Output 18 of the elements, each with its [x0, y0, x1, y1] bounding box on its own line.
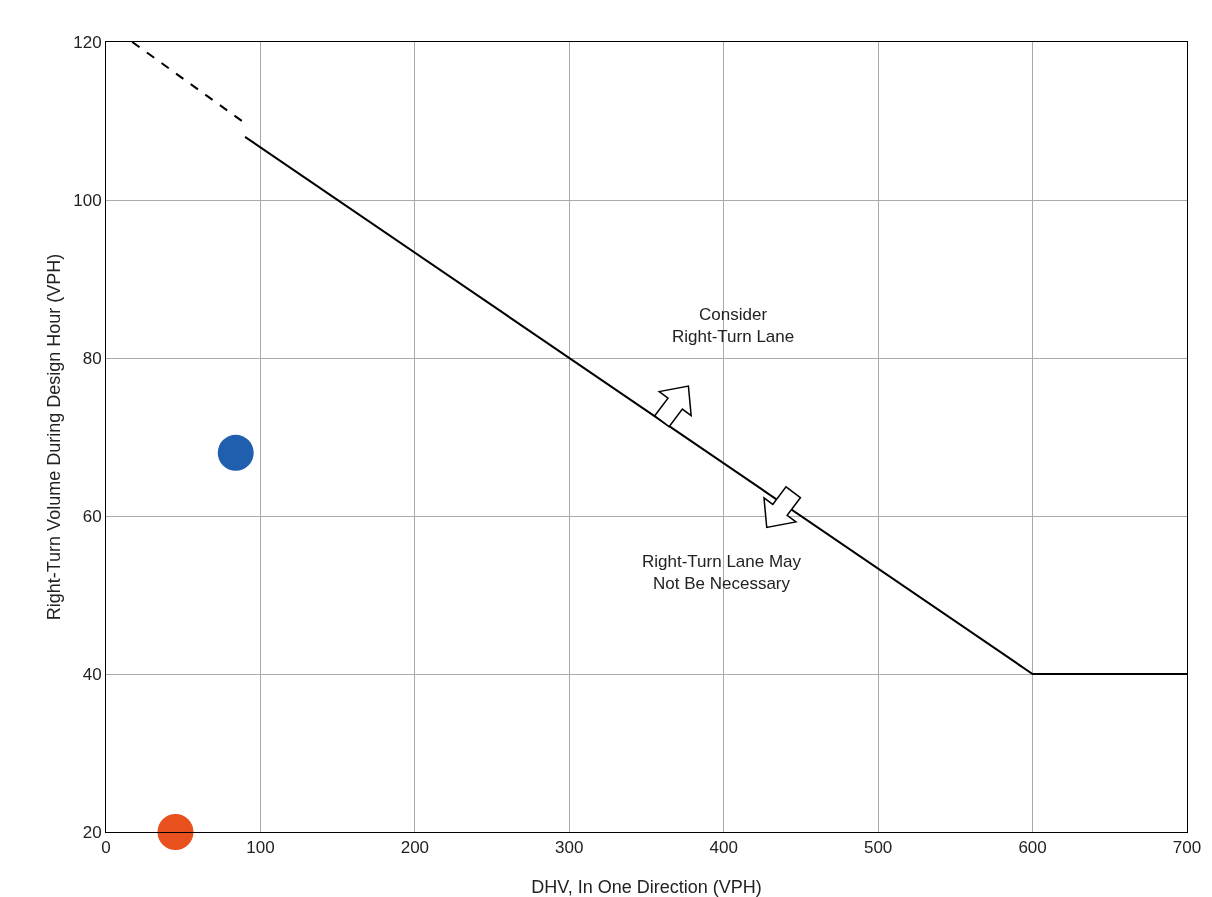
- y-axis-title: Right-Turn Volume During Design Hour (VPH): [44, 253, 64, 621]
- x-tick-label: 400: [709, 838, 738, 858]
- y-tick-label: 20: [82, 822, 102, 842]
- x-tick-label: 500: [863, 838, 893, 858]
- x-tick-label: 700: [1172, 838, 1202, 858]
- x-tick-label: 0: [101, 838, 111, 858]
- annotation: Consider Right-Turn Lane: [672, 305, 795, 347]
- annotation: Right-Turn Lane May Not Be Necessary: [642, 552, 802, 594]
- y-tick-label: 100: [73, 190, 102, 210]
- x-axis-title: DHV, In One Direction (VPH): [531, 877, 762, 897]
- x-tick-label: 300: [555, 838, 584, 858]
- x-tick-label: 200: [400, 838, 430, 858]
- y-tick-label: 80: [82, 348, 102, 368]
- y-tick-label: 40: [82, 664, 102, 684]
- y-tick-label: 120: [73, 32, 102, 52]
- x-tick-label: 100: [246, 838, 275, 858]
- y-tick-label: 60: [82, 506, 102, 526]
- x-tick-label: 600: [1018, 838, 1047, 858]
